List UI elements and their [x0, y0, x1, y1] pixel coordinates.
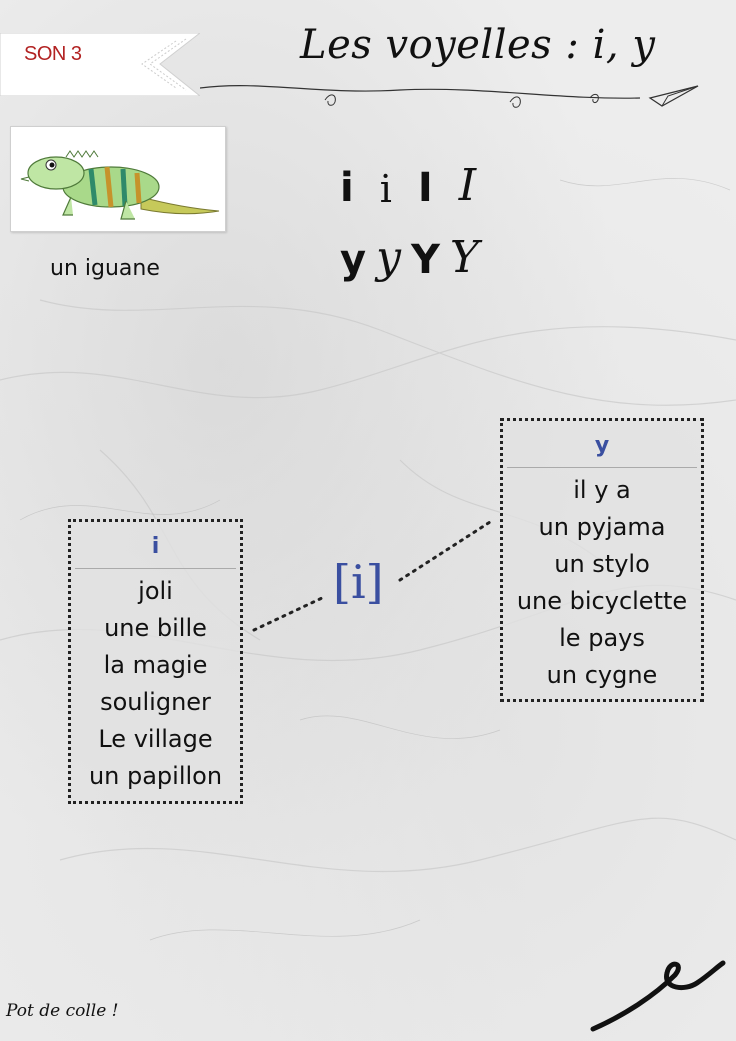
- list-item: une bicyclette: [516, 587, 688, 615]
- paper-plane-icon: [648, 85, 699, 107]
- list-item: le pays: [559, 624, 645, 652]
- letter-i-print-lower: i: [340, 165, 354, 211]
- swirl-decoration-icon: [590, 960, 726, 1032]
- list-item: joli: [138, 577, 173, 605]
- letters-row-i: i i I I: [340, 160, 502, 211]
- list-item: souligner: [100, 688, 211, 716]
- word-box-header: y: [507, 421, 697, 468]
- footer-credit: Pot de colle !: [6, 1001, 119, 1021]
- letter-i-print-upper: I: [417, 165, 433, 211]
- list-item: un stylo: [554, 550, 650, 578]
- list-item: un cygne: [546, 661, 658, 689]
- list-item: un pyjama: [538, 513, 666, 541]
- word-list: il y a un pyjama un stylo une bicyclette…: [503, 468, 701, 694]
- phoneme-label: [i]: [333, 555, 384, 609]
- letters-row-y: y y Y Y: [340, 232, 489, 283]
- word-box-y: y il y a un pyjama un stylo une bicyclet…: [500, 418, 704, 702]
- letter-y-cursive-lower: y: [376, 232, 401, 283]
- illustration-card: [10, 126, 226, 232]
- letter-y-print-lower: y: [340, 237, 367, 283]
- list-item: la magie: [103, 651, 208, 679]
- list-item: il y a: [573, 476, 631, 504]
- list-item: un papillon: [88, 762, 223, 790]
- illustration-caption: un iguane: [50, 256, 160, 281]
- list-item: une bille: [104, 614, 207, 642]
- word-box-header: i: [75, 522, 236, 569]
- section-label: SON 3: [24, 43, 82, 65]
- word-box-i: i joli une bille la magie souligner Le v…: [68, 519, 243, 804]
- letter-y-cursive-upper: Y: [449, 232, 479, 283]
- list-item: Le village: [98, 725, 213, 753]
- iguana-icon: [20, 150, 220, 220]
- letter-i-serif-lower: i: [379, 167, 392, 211]
- title-flourish: [200, 85, 699, 108]
- letter-i-cursive-upper: I: [458, 160, 477, 211]
- word-list: joli une bille la magie souligner Le vil…: [71, 569, 240, 795]
- letter-y-print-upper: Y: [410, 237, 440, 283]
- section-tag: [0, 33, 200, 96]
- page-title: Les voyelles : i, y: [300, 22, 656, 68]
